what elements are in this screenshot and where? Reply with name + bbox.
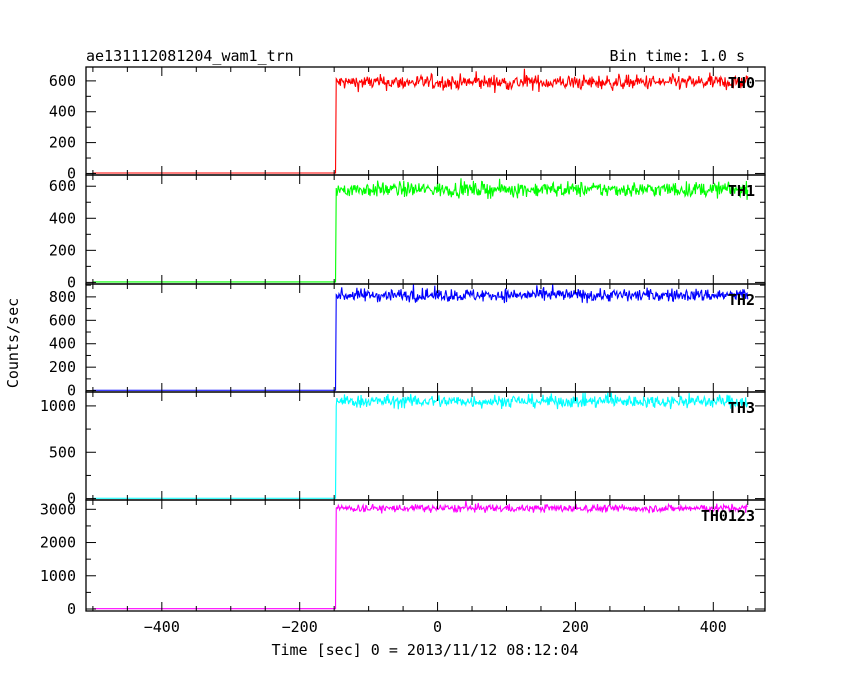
y-axis-label: Counts/sec bbox=[4, 298, 22, 388]
x-tick-label: 0 bbox=[433, 618, 442, 636]
y-tick-label: 200 bbox=[49, 358, 76, 376]
y-tick-label: 1000 bbox=[40, 397, 76, 415]
series-line-th0 bbox=[92, 68, 749, 174]
y-tick-label: 400 bbox=[49, 209, 76, 227]
series-line-th0123 bbox=[92, 500, 748, 610]
y-tick-label: 0 bbox=[67, 600, 76, 618]
x-axis-label: Time [sec] 0 = 2013/11/12 08:12:04 bbox=[271, 641, 578, 659]
y-tick-label: 2000 bbox=[40, 534, 76, 552]
panel-label-th2: TH2 bbox=[728, 291, 755, 309]
y-tick-label: 200 bbox=[49, 134, 76, 152]
series-line-th2 bbox=[92, 283, 749, 391]
y-tick-label: 200 bbox=[49, 241, 76, 259]
y-tick-label: 500 bbox=[49, 443, 76, 461]
bin-time-label: Bin time: 1.0 s bbox=[610, 47, 745, 65]
panel-frame bbox=[85, 283, 766, 393]
y-tick-label: 0 bbox=[67, 273, 76, 291]
y-tick-label: 3000 bbox=[40, 500, 76, 518]
panel-th3: 0 500 1000 TH3 bbox=[40, 391, 766, 508]
x-tick-label: 200 bbox=[562, 618, 589, 636]
panel-th2: 0 200 400 600 800 TH2 bbox=[49, 283, 766, 400]
panel-th0123: 0 1000 2000 3000 TH0123 bbox=[40, 499, 766, 618]
y-tick-label: 1000 bbox=[40, 567, 76, 585]
y-tick-label: 0 bbox=[67, 382, 76, 400]
x-tick-label: −200 bbox=[282, 618, 318, 636]
panel-label-th1: TH1 bbox=[728, 182, 755, 200]
series-line-th1 bbox=[92, 178, 749, 283]
y-tick-label: 400 bbox=[49, 103, 76, 121]
y-tick-label: 400 bbox=[49, 335, 76, 353]
y-tick-label: 600 bbox=[49, 311, 76, 329]
y-tick-label: 0 bbox=[67, 164, 76, 182]
x-tick-label: −400 bbox=[144, 618, 180, 636]
panel-label-th0: TH0 bbox=[728, 74, 755, 92]
x-tick-label: 400 bbox=[700, 618, 727, 636]
panel-frame bbox=[85, 391, 766, 501]
panel-th0: 0 200 400 600 TH0 bbox=[49, 66, 766, 182]
panel-frame bbox=[85, 499, 766, 612]
panels-group: 0 200 400 600 TH0 0 200 400 600 TH1 0 200 400 600 800 T… bbox=[40, 66, 766, 618]
y-tick-label: 600 bbox=[49, 177, 76, 195]
y-tick-label: 800 bbox=[49, 288, 76, 306]
panel-label-th0123: TH0123 bbox=[701, 507, 755, 525]
panel-label-th3: TH3 bbox=[728, 399, 755, 417]
chart-title: ae131112081204_wam1_trn bbox=[86, 47, 294, 65]
panel-th1: 0 200 400 600 TH1 bbox=[49, 174, 766, 291]
series-line-th3 bbox=[92, 391, 749, 499]
y-tick-label: 600 bbox=[49, 72, 76, 90]
x-axis: −400 −200 0 200 400 bbox=[144, 618, 727, 636]
y-tick-label: 0 bbox=[67, 490, 76, 508]
